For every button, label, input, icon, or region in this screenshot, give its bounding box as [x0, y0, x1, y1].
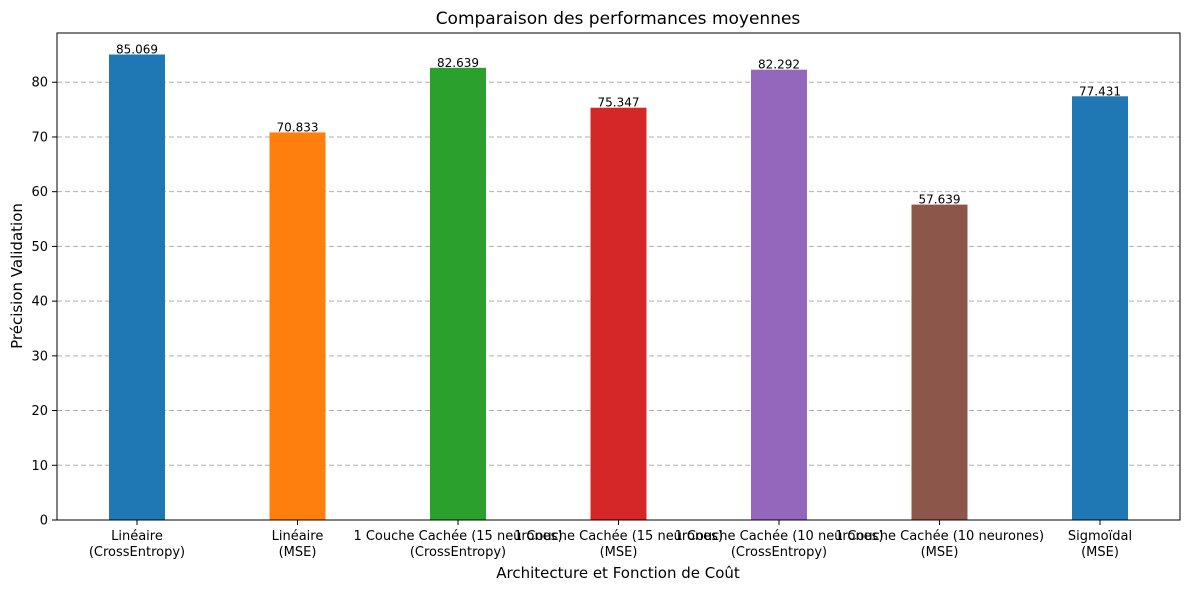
bar-value-label: 75.347	[598, 96, 640, 110]
x-tick-label: Sigmoïdal	[1068, 529, 1132, 544]
bar-value-label: 82.639	[437, 56, 479, 70]
x-axis-title: Architecture et Fonction de Coût	[496, 564, 740, 582]
x-tick-label: 1 Couche Cachée (10 neurones)	[674, 529, 883, 544]
x-tick-label: (MSE)	[921, 545, 959, 560]
x-tick-label: (MSE)	[279, 545, 317, 560]
y-axis-ticks: 0 10 20 30 40 50 60 70 80	[31, 76, 57, 529]
value-labels: 85.069 70.833 82.639 75.347 82.292 57.639 77.4…	[116, 43, 1121, 207]
y-tick-label: 20	[31, 404, 48, 419]
bar-value-label: 57.639	[919, 193, 961, 207]
x-tick-label: (CrossEntropy)	[89, 545, 185, 560]
bar	[1072, 96, 1128, 520]
bar-value-label: 77.431	[1079, 84, 1121, 98]
y-tick-label: 40	[31, 295, 48, 310]
y-tick-label: 30	[31, 349, 48, 364]
y-tick-label: 10	[31, 459, 48, 474]
y-tick-label: 60	[31, 185, 48, 200]
x-tick-label: (CrossEntropy)	[731, 545, 827, 560]
bar-value-label: 70.833	[277, 120, 319, 134]
bar	[911, 204, 968, 521]
bar	[109, 54, 165, 521]
y-axis-title: Précision Validation	[8, 203, 26, 349]
bars	[109, 54, 1128, 521]
bar	[590, 107, 647, 521]
y-tick-label: 0	[40, 514, 48, 529]
x-axis-ticks: Linéaire(CrossEntropy)Linéaire(MSE)1 Cou…	[89, 520, 1132, 560]
x-tick-label: (CrossEntropy)	[410, 545, 506, 560]
bar	[430, 67, 486, 520]
y-tick-label: 50	[31, 240, 48, 255]
bar-value-label: 82.292	[758, 58, 800, 72]
x-tick-label: (MSE)	[600, 545, 638, 560]
x-tick-label: 1 Couche Cachée (15 neurones)	[514, 529, 723, 544]
y-tick-label: 80	[31, 76, 48, 91]
chart-title: Comparaison des performances moyennes	[436, 9, 801, 29]
x-tick-label: Linéaire	[272, 529, 324, 544]
x-tick-label: (MSE)	[1081, 545, 1119, 560]
bar	[269, 132, 326, 520]
x-tick-label: Linéaire	[111, 529, 163, 544]
x-tick-label: 1 Couche Cachée (10 neurones)	[835, 529, 1044, 544]
bar	[751, 69, 807, 521]
x-tick-label: 1 Couche Cachée (15 neurones)	[353, 529, 562, 544]
y-tick-label: 70	[31, 130, 48, 145]
bar-value-label: 85.069	[116, 43, 158, 57]
